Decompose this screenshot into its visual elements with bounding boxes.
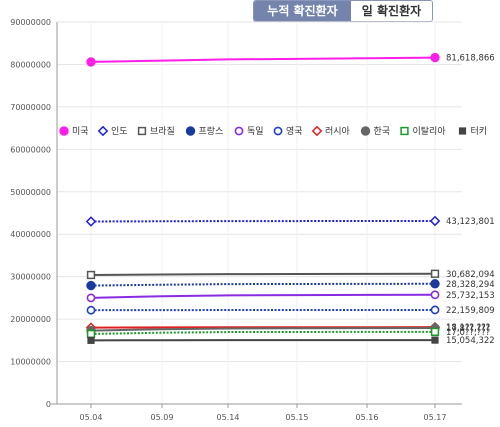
legend-marker bbox=[185, 126, 196, 136]
x-tick-label: 05.04 bbox=[80, 413, 103, 422]
series-end-point-5 bbox=[430, 305, 440, 315]
legend-marker bbox=[234, 126, 244, 136]
y-tick-label: 30000000 bbox=[10, 273, 51, 282]
legend-label: 이탈리아 bbox=[413, 126, 447, 137]
x-tick-label: 05.09 bbox=[151, 413, 174, 422]
series-line-0 bbox=[90, 56, 436, 63]
legend-label: 미국 bbox=[72, 126, 89, 137]
series-end-label: 22,159,809 bbox=[446, 306, 495, 316]
legend-label: 터키 bbox=[471, 126, 488, 137]
legend-marker bbox=[400, 126, 409, 136]
series-start-point-2 bbox=[86, 270, 96, 280]
legend-label: 영국 bbox=[286, 126, 303, 137]
series-line-2 bbox=[90, 272, 436, 276]
series-start-point-4 bbox=[86, 293, 96, 303]
series-start-point-5 bbox=[86, 305, 96, 315]
view-tabs: 누적 확진환자 일 확진환자 bbox=[253, 0, 433, 22]
legend-marker bbox=[137, 126, 147, 136]
x-tick-label: 05.17 bbox=[424, 413, 447, 422]
series-line-3 bbox=[90, 282, 436, 287]
legend-label: 독일 bbox=[247, 126, 264, 137]
y-tick-label: 70000000 bbox=[10, 103, 51, 112]
series-end-label: 17,0??,??? bbox=[446, 328, 490, 338]
y-tick-label: 80000000 bbox=[10, 60, 51, 69]
series-end-point-9 bbox=[431, 336, 439, 344]
legend-marker bbox=[59, 126, 69, 136]
series-line-7 bbox=[90, 327, 436, 332]
x-tick-label: 05.15 bbox=[286, 413, 309, 422]
legend-marker bbox=[97, 125, 109, 137]
series-start-point-0 bbox=[86, 57, 96, 67]
y-tick-label: 0 bbox=[46, 400, 51, 409]
series-end-label: 17,8??,??? bbox=[446, 324, 490, 334]
legend-label: 인도 bbox=[111, 126, 128, 137]
series-end-point-8 bbox=[430, 327, 440, 336]
legend-marker bbox=[273, 126, 283, 136]
series-end-point-3 bbox=[430, 279, 440, 289]
series-end-label: 28,328,294 bbox=[446, 280, 495, 290]
series-end-point-0 bbox=[430, 52, 440, 63]
y-tick-label: 50000000 bbox=[10, 188, 51, 197]
y-tick-label: 60000000 bbox=[10, 145, 51, 154]
legend-label: 러시아 bbox=[325, 126, 351, 137]
series-end-label: 15,054,322 bbox=[446, 336, 495, 346]
series-end-point-4 bbox=[430, 290, 440, 300]
tab-daily[interactable]: 일 확진환자 bbox=[351, 1, 432, 21]
tab-cumulative[interactable]: 누적 확진환자 bbox=[254, 1, 351, 21]
series-end-point-1 bbox=[429, 215, 441, 227]
legend-label: 브라질 bbox=[150, 125, 175, 137]
y-tick-label: 10000000 bbox=[10, 358, 51, 367]
legend-marker bbox=[458, 127, 467, 135]
series-line-8 bbox=[90, 330, 436, 335]
series-end-label: 30,682,094 bbox=[446, 270, 495, 280]
x-tick-label: 05.16 bbox=[356, 413, 379, 422]
legend-marker bbox=[360, 126, 371, 136]
series-end-label: 81,618,866 bbox=[446, 54, 495, 64]
legend-marker bbox=[311, 125, 323, 137]
series-end-label: 25,732,153 bbox=[446, 291, 495, 301]
series-start-point-1 bbox=[85, 216, 97, 227]
series-end-label: 43,123,801 bbox=[446, 217, 495, 227]
legend-label: 한국 bbox=[374, 126, 391, 137]
series-end-point-2 bbox=[430, 269, 440, 278]
series-start-point-8 bbox=[86, 329, 96, 339]
x-tick-label: 05.14 bbox=[217, 413, 240, 422]
y-tick-label: 20000000 bbox=[10, 315, 51, 324]
series-start-point-9 bbox=[87, 336, 95, 344]
y-tick-label: 90000000 bbox=[10, 18, 51, 27]
series-line-1 bbox=[90, 219, 436, 223]
y-tick-label: 40000000 bbox=[10, 230, 51, 239]
series-end-label: 18,1??,??? bbox=[446, 323, 490, 333]
series-line-4 bbox=[90, 293, 436, 299]
series-start-point-3 bbox=[86, 280, 96, 291]
legend-label: 프랑스 bbox=[199, 125, 224, 137]
